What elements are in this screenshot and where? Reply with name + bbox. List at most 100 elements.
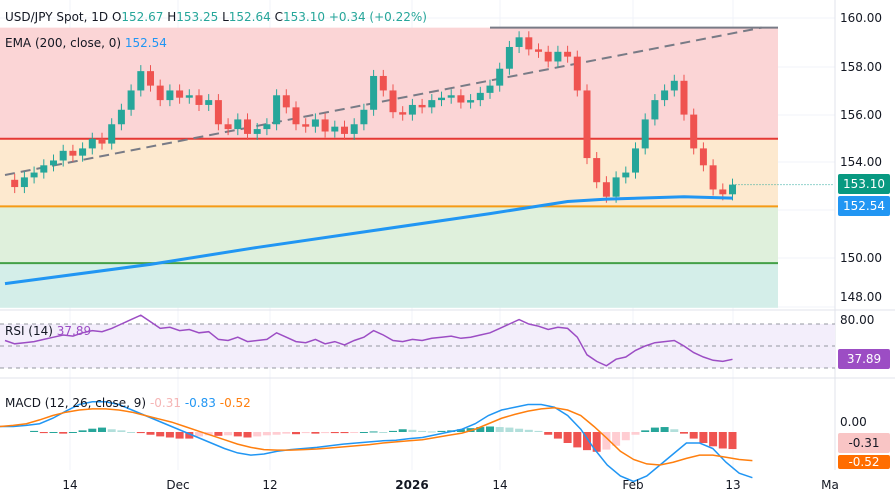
candle-body xyxy=(670,80,678,91)
close-label: C xyxy=(274,10,283,24)
candle-body xyxy=(253,129,261,134)
macd-hist-bar xyxy=(534,430,543,432)
candle-body xyxy=(311,119,319,127)
candle-body xyxy=(593,158,601,183)
macd-hist-bar xyxy=(515,428,524,432)
price-tick: 160.00 xyxy=(840,11,882,25)
candle-body xyxy=(30,172,38,178)
date-tick: 14 xyxy=(492,478,508,492)
macd-hist-bar xyxy=(311,432,320,434)
candle-body xyxy=(632,148,639,173)
candle-body xyxy=(729,184,736,195)
candle-body xyxy=(331,126,339,132)
candle-body xyxy=(486,85,494,93)
candle-body xyxy=(476,92,484,101)
candle-body xyxy=(360,109,368,125)
symbol-legend: USD/JPY Spot, 1D O152.67 H153.25 L152.64… xyxy=(5,10,427,24)
zone-teal xyxy=(0,263,778,308)
candle-body xyxy=(583,90,591,159)
macd-hist-bar xyxy=(98,427,106,432)
high-value: 153.25 xyxy=(176,10,219,24)
macd-hist-bar xyxy=(660,427,669,432)
macd-hist-bar xyxy=(262,432,271,436)
macd-hist-bar xyxy=(146,432,155,435)
candle-body xyxy=(59,150,67,161)
macd-signal-value: -0.52 xyxy=(219,396,251,410)
macd-hist-bar xyxy=(253,432,262,437)
price-tick: 150.00 xyxy=(840,251,882,265)
macd-hist-bar xyxy=(204,432,213,436)
candle-body xyxy=(515,37,523,47)
macd-hist-bar xyxy=(272,432,281,435)
ema-price-tag: 152.54 xyxy=(838,196,890,216)
candle-body xyxy=(263,124,271,130)
candle-body xyxy=(709,165,717,190)
candle-body xyxy=(205,100,213,105)
macd-hist-bar xyxy=(233,432,242,437)
rsi-label: RSI (14) xyxy=(5,324,53,338)
rsi-value: 37.89 xyxy=(56,324,92,338)
macd-hist-bar xyxy=(117,430,126,432)
macd-line-value: -0.83 xyxy=(184,396,216,410)
macd-tick: 0.00 xyxy=(840,415,867,429)
macd-hist-bar xyxy=(573,432,582,448)
candle-body xyxy=(496,68,504,86)
macd-hist-bar xyxy=(476,427,485,432)
macd-hist-bar xyxy=(486,426,494,432)
zone-green xyxy=(0,206,778,264)
candle-body xyxy=(108,124,116,144)
candle-body xyxy=(554,51,562,62)
price-tick: 154.00 xyxy=(840,155,882,169)
candle-body xyxy=(438,97,445,101)
macd-hist-bar xyxy=(650,427,659,432)
candle-body xyxy=(20,177,28,188)
macd-hist-bar xyxy=(437,430,446,432)
macd-hist-bar xyxy=(728,432,737,450)
macd-hist-bar xyxy=(330,432,339,434)
macd-hist-bar xyxy=(418,430,427,432)
candle-body xyxy=(302,124,310,127)
candle-body xyxy=(127,90,135,110)
macd-hist-bar xyxy=(68,432,77,433)
macd-hist-bar xyxy=(39,432,48,434)
close-price-tag: 153.10 xyxy=(838,174,890,194)
macd-hist-bar xyxy=(59,432,68,434)
date-tick: Feb xyxy=(622,478,644,492)
ema-legend[interactable]: EMA (200, close, 0) 152.54 xyxy=(5,36,167,50)
candle-body xyxy=(399,112,407,115)
low-value: 152.64 xyxy=(228,10,271,24)
candle-body xyxy=(185,95,193,98)
macd-line xyxy=(0,401,753,483)
macd-hist-bar xyxy=(350,432,359,433)
candle-body xyxy=(505,46,513,69)
candle-body xyxy=(408,104,416,115)
candle-body xyxy=(321,119,329,132)
candle-body xyxy=(379,75,387,91)
high-label: H xyxy=(167,10,177,24)
macd-hist-bar xyxy=(592,432,601,452)
macd-hist-bar xyxy=(699,432,708,443)
macd-hist-bar xyxy=(680,432,688,434)
macd-hist-bar xyxy=(427,431,436,433)
macd-hist-tag: -0.31 xyxy=(838,433,890,453)
macd-label: MACD (12, 26, close, 9) xyxy=(5,396,147,410)
candle-body xyxy=(418,104,426,108)
candle-body xyxy=(11,179,19,188)
macd-hist-bar xyxy=(389,430,397,432)
macd-legend[interactable]: MACD (12, 26, close, 9) -0.31 -0.83 -0.5… xyxy=(5,396,251,410)
price-tick: 148.00 xyxy=(840,290,882,304)
macd-hist-bar xyxy=(505,427,514,432)
macd-hist-bar xyxy=(524,429,533,432)
date-tick: Ma xyxy=(821,478,839,492)
macd-hist-bar xyxy=(621,432,630,441)
price-tick: 158.00 xyxy=(840,60,882,74)
rsi-legend[interactable]: RSI (14) 37.89 xyxy=(5,324,91,338)
macd-hist-bar xyxy=(689,432,698,439)
macd-hist-bar xyxy=(282,432,291,434)
macd-hist-bar xyxy=(641,430,650,432)
candle-body xyxy=(137,71,145,91)
ema-value: 152.54 xyxy=(124,36,167,50)
macd-hist-bar xyxy=(612,432,621,446)
